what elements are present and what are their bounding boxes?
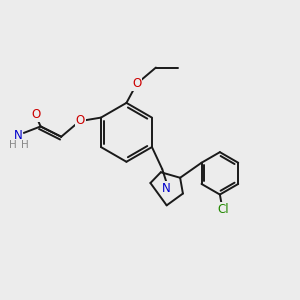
Text: Cl: Cl — [217, 203, 229, 216]
Text: H: H — [21, 140, 28, 150]
Text: N: N — [162, 182, 171, 195]
Text: O: O — [76, 114, 85, 127]
Text: O: O — [132, 77, 141, 90]
Text: O: O — [32, 108, 41, 121]
Text: H: H — [9, 140, 17, 150]
Text: N: N — [14, 129, 22, 142]
